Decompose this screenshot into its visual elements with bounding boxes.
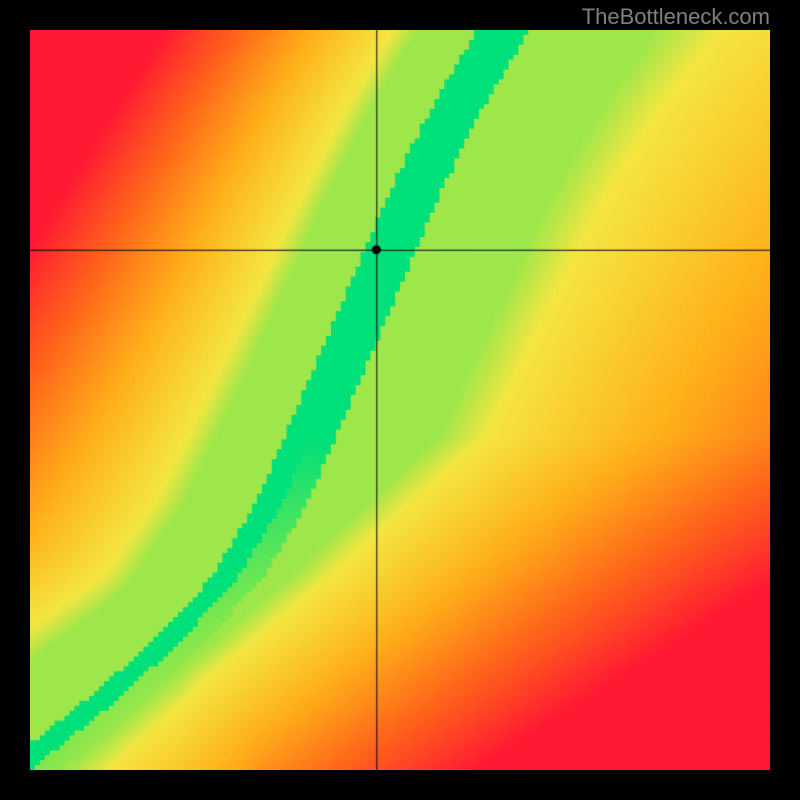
- watermark-text: TheBottleneck.com: [582, 4, 770, 30]
- bottleneck-heatmap: [30, 30, 770, 770]
